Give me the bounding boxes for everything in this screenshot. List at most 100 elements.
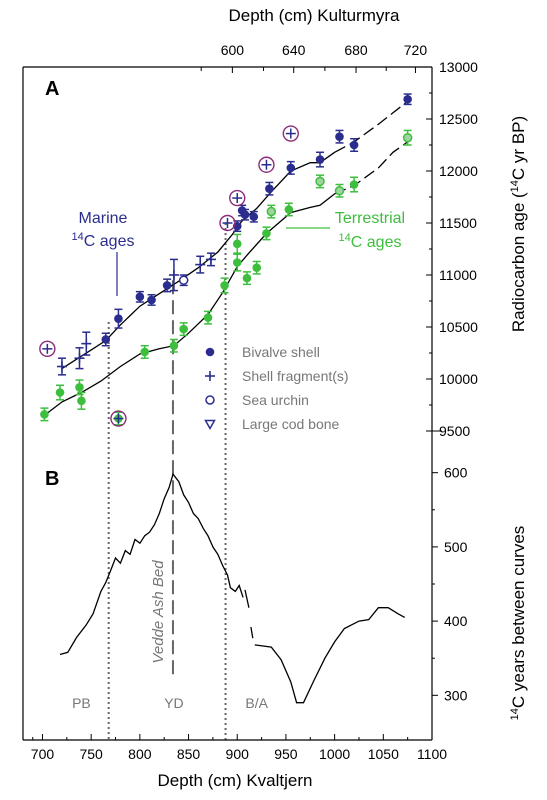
point-1-2 [75, 383, 84, 392]
plot-frame [22, 66, 433, 741]
top-tick-label-720: 720 [404, 42, 428, 58]
x-tick-label-900: 900 [226, 746, 250, 762]
y-axis-title-a: Radiocarbon age (14C yr BP) [509, 116, 528, 332]
point-1-7 [179, 324, 188, 334]
x-tick-label-850: 850 [177, 746, 201, 762]
marine-label-rest: C ages [84, 233, 135, 250]
bottom-axis-title: Depth (cm) Kvaltjern [158, 771, 313, 790]
difference-line-3 [254, 607, 406, 704]
point-1-11 [232, 239, 242, 249]
terrestrial-label-2: 14C ages [339, 232, 402, 251]
point-1-9 [220, 281, 229, 290]
ya-tick-label-12500: 12500 [439, 111, 478, 127]
legend: Bivalve shell Shell fragment(s) Sea urchin… [204, 344, 349, 432]
ya-tick-label-13000: 13000 [439, 59, 478, 75]
point-1-10 [232, 258, 242, 267]
ya-tick-label-12000: 12000 [439, 163, 478, 179]
point-0-3 [101, 335, 111, 344]
zone-label-YD: YD [164, 695, 183, 711]
point-0-5 [135, 292, 145, 302]
point-1-3 [77, 396, 86, 406]
point-0-16 [265, 184, 274, 193]
point-0-9 [178, 275, 189, 285]
point-1-13 [252, 263, 262, 273]
marine-curve-solid [61, 151, 335, 370]
top-tick-label-640: 640 [282, 42, 306, 58]
point-0-17 [286, 163, 296, 173]
point-0-18 [315, 155, 325, 164]
outlier-ring-4 [258, 156, 275, 173]
x-tick-label-700: 700 [31, 746, 55, 762]
point-1-15 [266, 206, 277, 217]
point-1-17 [315, 176, 325, 187]
outlier-ring-5 [282, 125, 299, 142]
ya-tick-label-9500: 9500 [439, 423, 470, 439]
y-axis-title-a-sup: 14 [509, 180, 521, 192]
x-tick-label-750: 750 [79, 746, 103, 762]
top-axis-title: Depth (cm) Kulturmyra [229, 6, 401, 25]
difference-line-1 [244, 589, 250, 608]
point-0-19 [335, 132, 344, 141]
point-0-20 [349, 140, 359, 150]
axes: 700 750 800 850 900 950 1000 1050 1100 600 640 680 7… [31, 42, 478, 762]
top-tick-label-680: 680 [344, 42, 368, 58]
point-0-14 [240, 210, 250, 219]
panel-b-line [59, 472, 406, 704]
top-tick-label-600: 600 [221, 42, 245, 58]
yb-tick-label-600: 600 [444, 465, 468, 481]
point-1-14 [262, 229, 271, 238]
annotations: A B Depth (cm) Kulturmyra Depth (cm) Kva… [45, 6, 528, 790]
point-1-0 [40, 410, 49, 419]
x-tick-label-800: 800 [128, 746, 152, 762]
panel-label-a: A [45, 78, 59, 100]
terrestrial-curve-solid [44, 193, 336, 416]
yb-tick-label-300: 300 [444, 687, 468, 703]
difference-line-2 [250, 626, 254, 639]
terrestrial-label-rest: C ages [351, 234, 402, 251]
y-axis-title-a-rest: C yr BP) [509, 116, 528, 180]
difference-line-0 [59, 472, 244, 656]
terrestrial-label: Terrestrial [335, 210, 405, 227]
outlier-ring-0 [39, 340, 56, 358]
zone-label-PB: PB [72, 695, 91, 711]
ya-tick-label-11000: 11000 [439, 267, 477, 283]
point-1-1 [55, 388, 65, 397]
outlier-ring-2 [219, 214, 236, 232]
legend-label-1: Shell fragment(s) [242, 368, 349, 384]
outlier-ring-3 [229, 189, 246, 207]
y-axis-title-b-rest: C years between curves [509, 526, 528, 708]
ya-tick-label-11500: 11500 [439, 215, 477, 231]
x-tick-label-1000: 1000 [319, 746, 350, 762]
point-1-18 [334, 186, 345, 196]
x-tick-label-1100: 1100 [417, 746, 447, 762]
point-1-19 [349, 180, 359, 189]
point-1-8 [203, 313, 213, 322]
legend-label-0: Bivalve shell [242, 344, 320, 360]
marine-curve-dashed [334, 100, 409, 153]
terrestrial-curve-dashed [334, 141, 409, 195]
legend-marker-0 [205, 347, 215, 357]
terrestrial-label-sup: 14 [339, 232, 351, 244]
y-axis-title-b-sup: 14 [509, 708, 521, 720]
point-0-7 [162, 281, 172, 290]
ya-tick-label-10500: 10500 [439, 319, 478, 335]
marine-label-2: 14C ages [72, 231, 135, 250]
ya-tick-label-10000: 10000 [439, 371, 478, 387]
legend-marker-3 [204, 419, 216, 431]
vedde-ash-label: Vedde Ash Bed [150, 560, 167, 664]
point-1-16 [284, 205, 294, 214]
y-axis-title-a-main: Radiocarbon age ( [509, 192, 528, 332]
point-1-5 [140, 347, 150, 357]
legend-label-3: Large cod bone [242, 416, 340, 432]
x-tick-label-950: 950 [274, 746, 298, 762]
point-1-20 [402, 132, 413, 143]
legend-label-2: Sea urchin [242, 392, 309, 408]
point-1-6 [169, 341, 179, 351]
marine-label: Marine [79, 210, 128, 227]
zone-label-B/A: B/A [245, 695, 268, 711]
legend-marker-2 [205, 395, 215, 405]
point-0-4 [114, 314, 123, 323]
point-0-21 [403, 94, 412, 104]
point-0-15 [249, 212, 259, 222]
